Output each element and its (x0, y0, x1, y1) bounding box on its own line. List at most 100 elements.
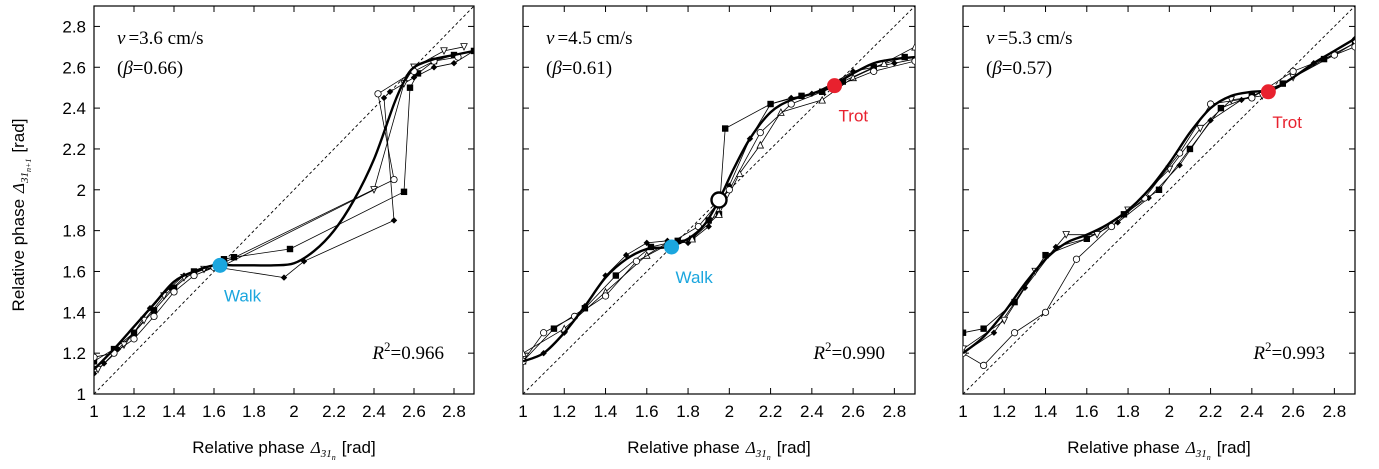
series-1-point (430, 64, 438, 71)
series-4-point (980, 361, 988, 370)
series-3-point (880, 59, 888, 67)
x-tick-label: 1.4 (1034, 402, 1058, 421)
series-4-point (632, 257, 641, 265)
y-axis-label-unit: [rad] (9, 119, 28, 153)
series-4-point (540, 329, 548, 337)
y-tick-label: 1.2 (62, 344, 86, 363)
x-tick-label: 2 (1165, 402, 1174, 421)
series-2-point (94, 358, 98, 365)
x-axis-label-1: Relative phase Δ31n[rad] (192, 438, 375, 462)
series-1-point (643, 239, 650, 247)
y-tick-label: 2.8 (62, 17, 86, 36)
series-4-point (1289, 67, 1297, 75)
plot-frame (522, 5, 916, 395)
x-tick-label: 1.6 (202, 402, 226, 421)
series-3-line (97, 46, 465, 370)
x-tick-label: 2.6 (841, 402, 865, 421)
point-label-trot: Trot (839, 107, 869, 126)
series-1-point (390, 217, 398, 224)
series-3-point (777, 108, 785, 116)
x-tick-label: 2.4 (362, 402, 386, 421)
x-tick-label: 1.2 (552, 402, 576, 421)
series-1-point (622, 251, 630, 259)
series-2-point (550, 325, 558, 332)
velocity-annotation: v =4.5 cm/s (546, 28, 633, 49)
series-2-point (1155, 186, 1163, 193)
series-2-point (839, 78, 846, 85)
series-2-point (150, 307, 158, 314)
series-1-point (1207, 117, 1214, 124)
fixed-point-walk (212, 257, 228, 273)
x-tick-label: 2 (289, 402, 298, 421)
r-squared-annotation: R2=0.966 (371, 339, 444, 364)
panel-v4-5: 1 1.2 1.4 1.6 1.8 2 2.2 2.4 2.6 2.8 Walk Trot v =4.5 … (518, 5, 916, 421)
series-4-point (911, 57, 915, 65)
x-tick-label: 1 (89, 402, 98, 421)
series-4-line (963, 46, 1355, 366)
x-tick-label: 1.4 (594, 402, 618, 421)
series-1-point (788, 94, 795, 102)
series-4-point (870, 67, 878, 75)
x-tick-label: 2.8 (1323, 402, 1347, 421)
series-1-point (1114, 219, 1121, 226)
fixed-point-trot (1260, 84, 1276, 100)
series-3-point (818, 95, 827, 104)
series-4-line (94, 56, 459, 358)
x-tick-label: 2.4 (800, 402, 824, 421)
y-axis-label-symbol: Δ (9, 183, 28, 194)
series-1-point (990, 329, 998, 336)
series-3-point (1000, 316, 1009, 325)
plot-area (94, 6, 474, 394)
y-tick-label: 2.2 (62, 140, 86, 159)
series-4-point (374, 90, 382, 98)
panel-v5-3: 1 1.2 1.4 1.6 1.8 2 2.2 2.4 2.6 2.8 Trot v =5.3 cm/s… (958, 5, 1356, 421)
series-4-point (170, 288, 178, 296)
x-axis-label-2: Relative phase Δ31n[rad] (627, 438, 810, 462)
identity-line (963, 6, 1355, 394)
y-tick-label: 2.4 (62, 99, 86, 118)
series-2-point (980, 325, 987, 332)
x-tick-label: 1.8 (1116, 402, 1140, 421)
series-3-point (911, 42, 915, 51)
x-tick-label: 2.6 (402, 402, 426, 421)
x-tick-label: 2.8 (442, 402, 466, 421)
series-1-point (380, 94, 388, 102)
plot-area (963, 6, 1355, 394)
series-1-point (386, 88, 394, 95)
series-3-point (523, 349, 527, 357)
series-1-line (94, 50, 474, 374)
y-tick-label: 1.4 (62, 303, 86, 322)
series-2-point (170, 284, 178, 292)
x-tick-label: 2 (725, 402, 734, 421)
beta-annotation: (β=0.61) (546, 58, 612, 79)
series-1-line (963, 38, 1355, 354)
series-4-point (601, 292, 610, 300)
series-4-point (1010, 329, 1019, 337)
series-2-point (1217, 104, 1225, 112)
series-1-point (602, 272, 609, 279)
series-1-point (849, 68, 857, 75)
series-1-point (410, 74, 418, 81)
series-1-point (280, 274, 288, 281)
fit-curve (963, 37, 1355, 355)
series-2-point (286, 245, 294, 253)
x-tick-label: 1.4 (162, 402, 186, 421)
series-1-point (450, 59, 458, 67)
series-2-point (870, 64, 877, 71)
series-2-point (1042, 251, 1049, 259)
point-label-trot: Trot (1272, 113, 1302, 132)
series-3-point (440, 47, 448, 56)
y-tick-label: 1.6 (62, 262, 86, 281)
y-axis-label-subsub: n+1 (24, 159, 33, 172)
series-3-point (688, 234, 697, 243)
series-2-point (721, 125, 729, 132)
series-4-point (130, 335, 138, 343)
velocity-annotation: v =5.3 cm/s (986, 28, 1073, 49)
x-tick-label: 2.4 (1240, 402, 1264, 421)
series-4-point (1248, 94, 1256, 102)
beta-annotation: (β=0.57) (986, 58, 1052, 79)
x-tick-label: 2.2 (759, 402, 783, 421)
velocity-annotation: v =3.6 cm/s (117, 28, 204, 49)
x-axis-label-3: Relative phase Δ31n[rad] (1067, 438, 1250, 462)
x-tick-label: 1.2 (122, 402, 146, 421)
